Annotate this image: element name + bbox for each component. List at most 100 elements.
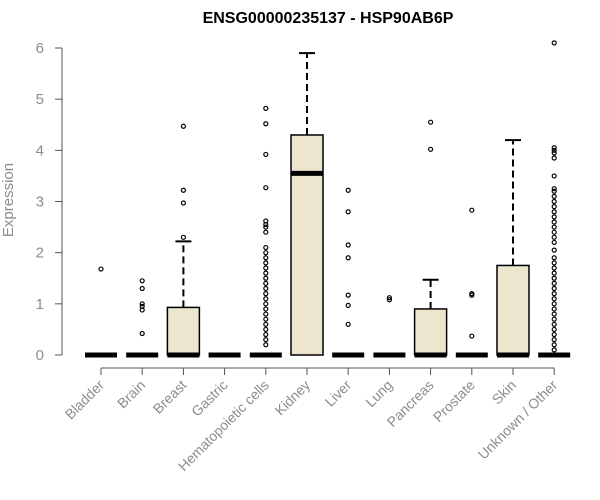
- outlier-point: [551, 331, 557, 338]
- outlier-point: [551, 40, 557, 46]
- outlier-point: [551, 219, 557, 225]
- outlier-point: [551, 311, 557, 317]
- outlier-point: [180, 123, 186, 129]
- outlier-point: [345, 187, 351, 193]
- outlier-point: [469, 207, 475, 213]
- outlier-point: [263, 151, 269, 158]
- box-series: [85, 40, 571, 358]
- outlier-point: [551, 270, 557, 276]
- outlier-point: [551, 337, 557, 343]
- outlier-point: [551, 150, 557, 156]
- box-iqr: [413, 308, 448, 356]
- x-tick-label: Lung: [362, 377, 395, 410]
- outlier-point: [139, 278, 145, 284]
- outlier-point: [263, 291, 269, 297]
- box-group: [373, 295, 406, 358]
- box-group: [413, 119, 448, 358]
- outlier-point: [263, 250, 269, 256]
- outlier-point: [263, 331, 269, 338]
- box-group: [249, 105, 282, 358]
- outlier-point: [263, 311, 269, 317]
- outlier-point: [139, 301, 145, 307]
- outlier-point: [551, 229, 557, 235]
- outlier-point: [345, 321, 351, 327]
- outlier-point: [263, 337, 269, 343]
- y-tick-label: 5: [36, 91, 44, 108]
- x-tick-label: Bladder: [62, 377, 108, 423]
- outlier-point: [551, 147, 557, 153]
- box-iqr: [166, 306, 201, 356]
- box-group: [538, 40, 571, 358]
- outlier-point: [551, 265, 557, 271]
- y-tick-label: 2: [36, 245, 44, 262]
- outlier-point: [551, 247, 557, 253]
- x-tick-label: Breast: [150, 377, 190, 417]
- y-tick-label: 3: [36, 194, 44, 211]
- outlier-point: [263, 260, 269, 266]
- outlier-point: [551, 209, 557, 215]
- outlier-point: [551, 173, 557, 179]
- outlier-point: [263, 270, 269, 276]
- outlier-point: [180, 234, 186, 240]
- x-tick-label: Brain: [114, 377, 148, 411]
- outlier-point: [551, 188, 557, 194]
- outlier-point: [263, 244, 269, 251]
- outlier-point: [180, 200, 186, 206]
- outlier-point: [139, 307, 145, 313]
- outlier-point: [551, 347, 557, 353]
- outlier-point: [345, 209, 351, 215]
- x-tick-label: Skin: [489, 377, 520, 408]
- outlier-point: [263, 121, 269, 127]
- box-group: [455, 207, 488, 358]
- outlier-point: [428, 146, 434, 152]
- outlier-point: [386, 295, 392, 301]
- outlier-point: [345, 242, 351, 248]
- x-tick-label: Kidney: [272, 377, 314, 419]
- outlier-point: [551, 296, 557, 302]
- outlier-point: [180, 187, 186, 193]
- outlier-point: [551, 342, 557, 348]
- y-axis-label: Expression: [0, 163, 17, 237]
- outlier-point: [263, 221, 269, 228]
- outlier-point: [345, 255, 351, 261]
- outlier-point: [551, 204, 557, 210]
- x-tick-label: Prostate: [430, 377, 478, 425]
- outlier-point: [428, 119, 434, 125]
- outlier-point: [263, 185, 269, 191]
- box-iqr: [290, 134, 324, 356]
- box-group: [290, 52, 324, 356]
- outlier-point: [551, 260, 557, 266]
- outlier-point: [551, 291, 557, 297]
- outlier-point: [551, 224, 557, 230]
- box-iqr: [496, 264, 530, 356]
- outlier-point: [263, 342, 269, 348]
- x-tick-label: Liver: [322, 377, 355, 410]
- outlier-point: [551, 239, 557, 246]
- outlier-point: [551, 186, 557, 192]
- y-tick-label: 0: [36, 347, 44, 364]
- outlier-point: [263, 306, 269, 312]
- box-group: [496, 139, 530, 358]
- y-axis: 0 1 2 3 4 5 6: [36, 40, 63, 364]
- outlier-point: [98, 266, 104, 272]
- outlier-point: [386, 297, 392, 303]
- outlier-point: [345, 302, 351, 308]
- outlier-point: [551, 326, 557, 333]
- box-group: [126, 278, 159, 358]
- outlier-point: [263, 265, 269, 271]
- outlier-point: [551, 145, 557, 151]
- outlier-point: [263, 275, 269, 281]
- chart-title: ENSG00000235137 - HSP90AB6P: [203, 10, 454, 27]
- outlier-point: [551, 321, 557, 327]
- box-group: [332, 187, 365, 358]
- outlier-point: [551, 275, 557, 281]
- y-tick-label: 6: [36, 40, 44, 57]
- outlier-point: [263, 280, 269, 286]
- outlier-point: [139, 330, 145, 337]
- y-tick-label: 1: [36, 296, 44, 313]
- outlier-point: [263, 229, 269, 235]
- outlier-point: [551, 301, 557, 307]
- outlier-point: [551, 316, 557, 322]
